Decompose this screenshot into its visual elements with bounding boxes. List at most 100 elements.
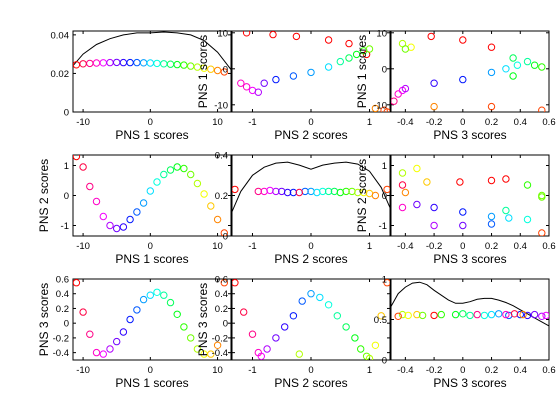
x-tick-label: -0.2 [426,365,442,376]
data-point [459,221,467,230]
data-point [495,310,503,318]
data-point [398,310,407,319]
data-point [398,169,407,177]
data-point [523,311,532,320]
data-point [473,310,481,319]
y-tick-label: 0.5 [374,315,387,326]
panel-1-3: -0.4 -0.2 0 0.2 0.4 0.6 -10 0 10 PNS 3 scores PNS … [355,28,556,142]
axes-frame [390,278,550,361]
data-point [530,61,539,69]
y-tick-label: 1 [64,161,69,172]
data-point [394,312,402,320]
data-point [430,102,438,111]
y-tick-label: -0.2 [212,333,228,344]
data-point [509,72,517,80]
data-point [480,311,489,320]
data-point [430,203,438,212]
data-point [139,199,148,207]
data-point [281,323,289,331]
x-tick-label: -1 [248,117,256,128]
data-point [213,341,222,349]
data-point [119,223,128,231]
y-tick-label: 0.4 [215,289,228,300]
data-point [92,348,101,357]
data-point [272,187,280,196]
data-point [401,45,410,53]
data-point [371,104,380,112]
data-point [126,315,134,324]
x-axis-label: PNS 3 scores [433,376,506,390]
data-point [398,203,407,212]
y-tick-label: 0.4 [215,151,228,162]
x-tick-label: 1 [367,365,372,376]
data-point [292,32,301,41]
data-point [345,54,353,62]
y-axis-label: PNS 2 scores [37,159,51,232]
plot-area [391,32,546,112]
data-point [272,334,280,342]
data-point [180,323,188,331]
data-point [466,311,474,320]
x-tick-label: 0.6 [542,117,555,128]
data-point [289,72,298,80]
data-point [423,178,431,186]
y-tick-label: 10 [376,28,387,39]
y-tick-label: -10 [373,100,387,111]
x-tick-label: 0.6 [542,365,555,376]
x-tick-label: 0.4 [514,365,527,376]
data-point [502,65,510,73]
x-tick-label: -10 [76,117,90,128]
data-point [371,341,380,349]
data-point [451,310,460,319]
data-point [295,350,303,358]
y-tick-label: 0 [382,356,387,367]
x-tick-label: 0.4 [514,117,527,128]
x-tick-label: 0.4 [514,241,527,252]
panel-3-1: -10 0 10 -0.4 -0.2 0 0.2 0.4 0.6 PNS 1 scores PNS … [37,275,232,390]
data-point [530,310,539,319]
data-point [180,164,188,173]
x-tick-label: 0 [308,365,313,376]
data-point [324,301,333,309]
data-point [459,310,467,318]
x-tick-label: 1 [367,241,372,252]
data-point [413,200,421,209]
data-point [383,108,390,112]
x-tick-label: 0.6 [542,241,555,252]
data-point [113,337,121,346]
data-point [220,279,229,287]
data-point [401,188,410,197]
data-point [160,170,168,179]
y-tick-label: -1 [379,221,387,232]
data-point [307,68,315,77]
x-tick-label: 0 [308,241,313,252]
data-point [133,208,141,216]
data-point [213,215,222,224]
data-point [213,66,222,75]
data-point [207,65,215,73]
data-point [427,32,435,41]
data-point [166,298,175,307]
plot-area [73,31,231,76]
data-point [352,50,361,59]
x-axis-label: PNS 1 scores [115,128,188,142]
data-point [86,182,94,191]
y-tick-label: 0.4 [56,289,69,300]
data-point [220,68,229,76]
data-point [283,188,292,197]
panel-3-3: -0.4 -0.2 0 0.2 0.4 0.6 0 0.5 1 PNS 3 scores [374,275,556,391]
data-point [345,39,353,48]
y-tick-label: 0 [64,191,69,202]
data-point [240,308,248,316]
data-point [502,310,510,319]
y-axis-label: PNS 1 scores [196,35,210,108]
data-point [459,208,467,216]
data-point [106,221,114,230]
data-point [365,354,374,360]
data-point [193,179,202,188]
y-tick-label: 0 [223,319,228,330]
